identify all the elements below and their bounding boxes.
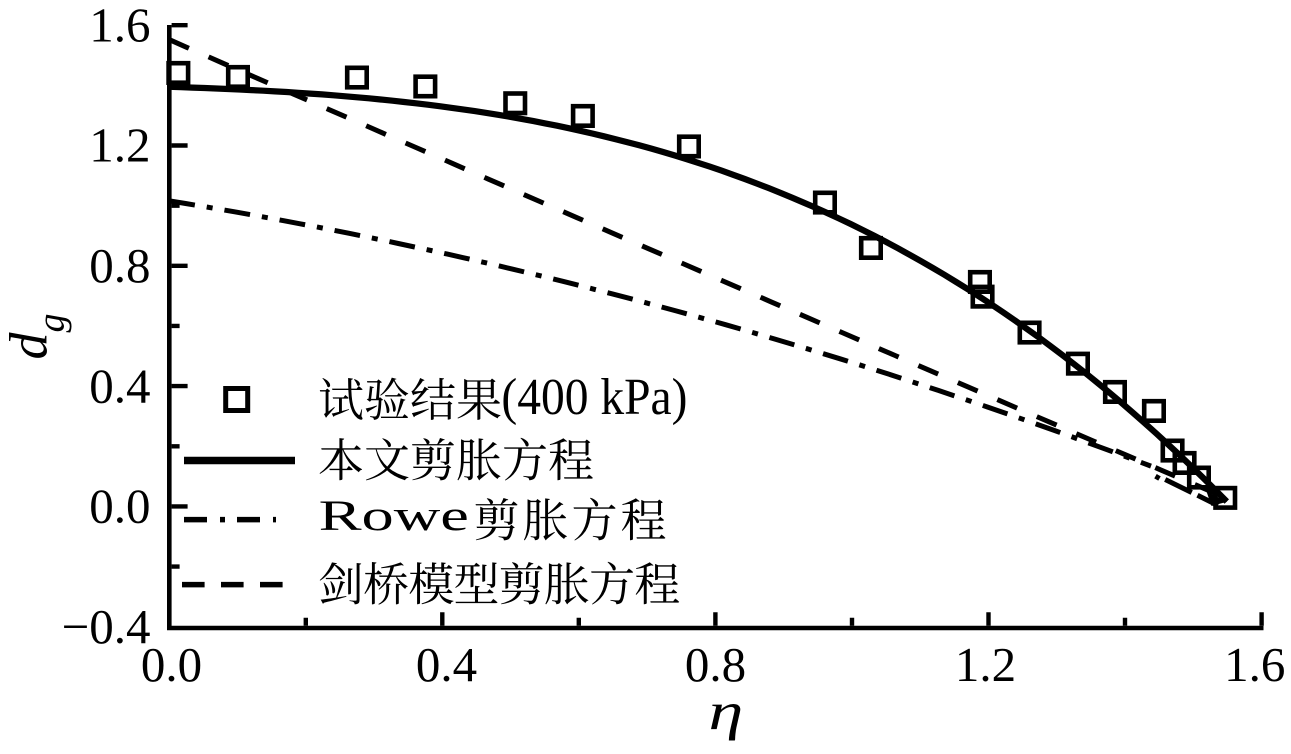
svg-text:0.0: 0.0 bbox=[141, 637, 202, 692]
svg-text:0.8: 0.8 bbox=[89, 238, 150, 293]
svg-text:0.8: 0.8 bbox=[685, 637, 746, 692]
svg-text:1.6: 1.6 bbox=[1224, 637, 1285, 692]
svg-text:η: η bbox=[709, 683, 744, 741]
svg-text:1.6: 1.6 bbox=[89, 0, 150, 52]
svg-text:0.0: 0.0 bbox=[89, 479, 150, 534]
svg-text:Rowe: Rowe bbox=[319, 493, 469, 540]
svg-text:−0.4: −0.4 bbox=[62, 599, 151, 654]
svg-text:0.4: 0.4 bbox=[416, 637, 477, 692]
svg-text:0.4: 0.4 bbox=[89, 358, 150, 413]
svg-text:1.2: 1.2 bbox=[89, 118, 150, 173]
svg-text:1.2: 1.2 bbox=[955, 637, 1016, 692]
svg-text:(400 kPa): (400 kPa) bbox=[501, 369, 687, 426]
